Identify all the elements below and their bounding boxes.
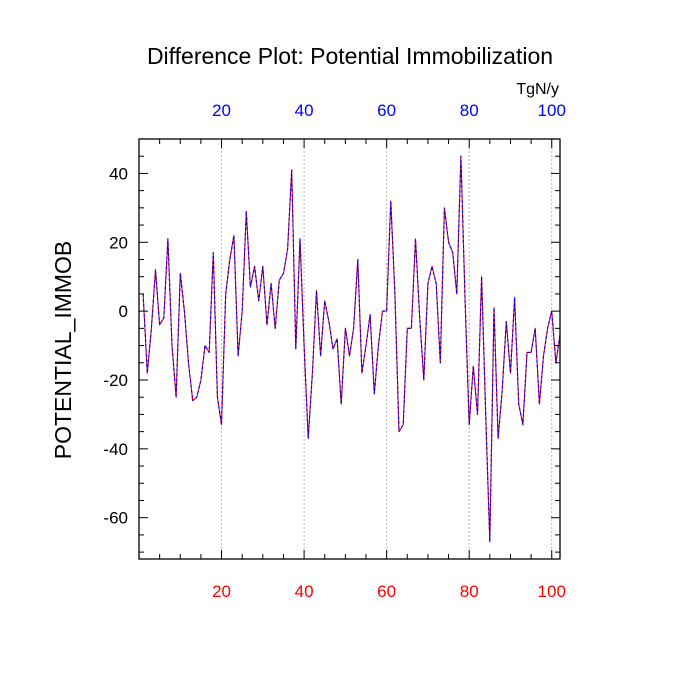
axis-ticks (139, 139, 560, 559)
x-tick-label-bottom: 20 (212, 582, 231, 601)
x-tick-label-bottom: 40 (295, 582, 314, 601)
y-tick-label: -20 (103, 371, 128, 390)
y-tick-label: -60 (103, 509, 128, 528)
x-tick-label-bottom: 80 (460, 582, 479, 601)
y-tick-label: 40 (109, 164, 128, 183)
data-series (142, 155, 561, 543)
x-tick-label-top: 60 (377, 101, 396, 120)
series-line-secondary (142, 155, 561, 543)
x-tick-label-top: 40 (295, 101, 314, 120)
y-tick-label: 0 (119, 302, 128, 321)
plot-frame (138, 138, 561, 560)
x-tick-label-top: 20 (212, 101, 231, 120)
tick-labels: 20 20 40 40 60 60 80 80 100 100 40 20 0 -20 -40 -60 (103, 101, 566, 601)
units-label: TgN/y (516, 81, 559, 98)
x-tick-label-top: 80 (460, 101, 479, 120)
x-tick-label-bottom: 60 (377, 582, 396, 601)
y-tick-label: -40 (103, 440, 128, 459)
x-tick-label-bottom: 100 (538, 582, 566, 601)
chart-title: Difference Plot: Potential Immobilizatio… (147, 43, 553, 69)
y-tick-label: 20 (109, 233, 128, 252)
y-axis-label: POTENTIAL_IMMOB (50, 241, 76, 460)
grid-lines (221, 139, 553, 559)
series-line-primary (142, 155, 561, 543)
x-tick-label-top: 100 (538, 101, 566, 120)
